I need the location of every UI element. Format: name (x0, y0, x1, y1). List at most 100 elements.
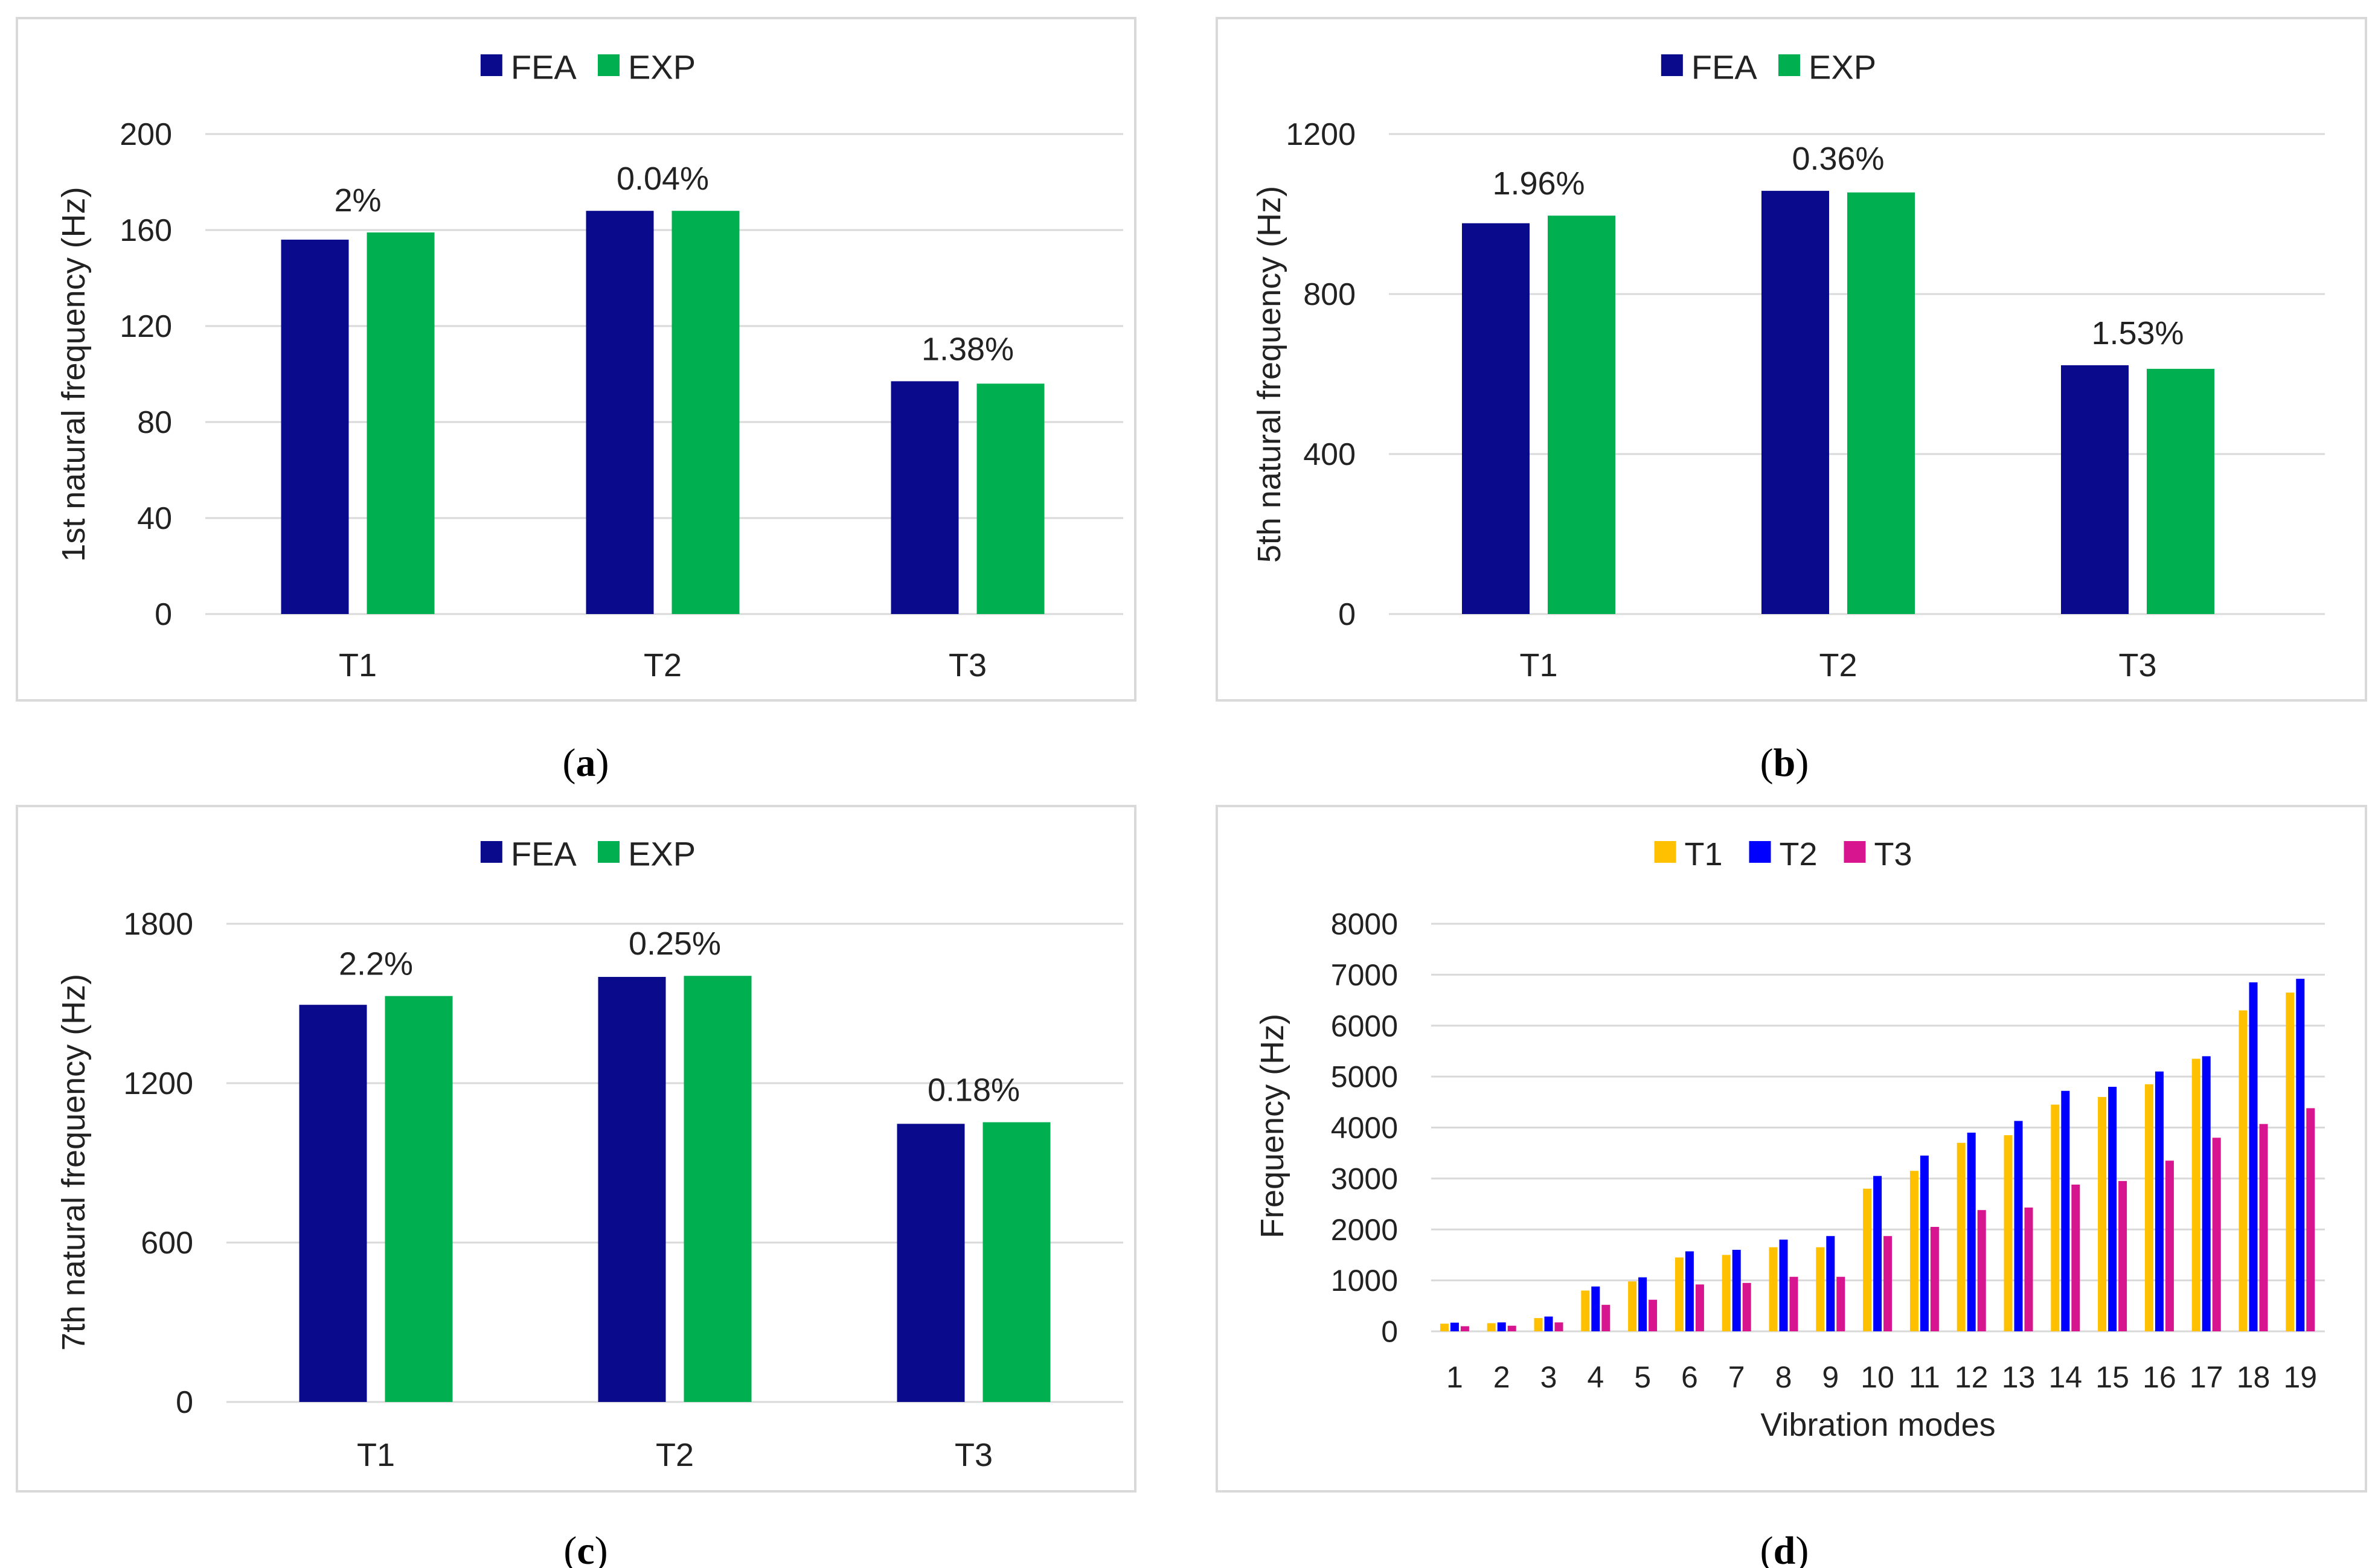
y-tick-label: 2000 (1331, 1213, 1398, 1247)
legend-swatch-fea (480, 54, 502, 76)
bar-t3-3 (1554, 1322, 1563, 1331)
legend-label-exp: EXP (1809, 48, 1876, 86)
bar-t3-8 (1789, 1276, 1798, 1331)
bar-t3-13 (2024, 1207, 2033, 1331)
percent-diff-label: 0.04% (617, 161, 709, 197)
bar-t1-2 (1487, 1323, 1496, 1331)
bar-t2-4 (1591, 1286, 1600, 1331)
bar-t2-7 (1732, 1250, 1741, 1331)
bar-t1-15 (2098, 1096, 2107, 1331)
legend-swatch-exp (1778, 54, 1800, 76)
bar-t2-13 (2014, 1121, 2023, 1331)
x-tick-label: 4 (1587, 1360, 1604, 1394)
y-tick-label: 0 (176, 1385, 193, 1420)
bar-exp-t2 (684, 976, 752, 1402)
y-axis-label: 1st natural frequency (Hz) (56, 187, 92, 562)
y-tick-label: 1200 (123, 1066, 193, 1101)
percent-diff-label: 1.96% (1492, 165, 1585, 202)
y-tick-label: 3000 (1331, 1162, 1398, 1195)
bar-t2-11 (1920, 1155, 1929, 1331)
panel-caption: (d) (1760, 1529, 1809, 1568)
bar-t2-5 (1638, 1277, 1647, 1331)
y-tick-label: 160 (120, 213, 172, 248)
legend-swatch-fea (480, 841, 502, 863)
y-tick-label: 0 (155, 597, 172, 632)
bar-fea-t3 (891, 381, 959, 614)
panel-caption: (b) (1760, 741, 1809, 785)
percent-diff-label: 1.53% (2091, 315, 2184, 351)
bar-fea-t3 (897, 1124, 965, 1402)
bar-t1-13 (2004, 1135, 2013, 1331)
bar-t3-1 (1460, 1326, 1469, 1331)
y-tick-label: 6000 (1331, 1009, 1398, 1043)
bar-t3-16 (2165, 1160, 2174, 1331)
chart-panel-b: 0 400 800 1200 T1 1.96% T2 0.36% T3 1.53% 5th natu… (1216, 17, 2367, 785)
x-tick-label: 10 (1861, 1360, 1894, 1394)
bar-t3-5 (1649, 1299, 1658, 1331)
bar-t1-11 (1909, 1171, 1918, 1331)
x-tick-label: 9 (1822, 1360, 1839, 1394)
bar-t3-14 (2071, 1185, 2080, 1331)
x-tick-label: T2 (1819, 647, 1857, 683)
bar-fea-t2 (1761, 191, 1829, 614)
bar-t1-10 (1863, 1188, 1872, 1331)
bar-t3-12 (1977, 1210, 1986, 1331)
bar-t1-8 (1769, 1247, 1778, 1331)
y-tick-label: 4000 (1331, 1111, 1398, 1145)
legend-label-t2: T2 (1780, 836, 1818, 872)
bar-t1-18 (2239, 1010, 2248, 1331)
bar-t1-14 (2051, 1104, 2060, 1331)
percent-diff-label: 0.25% (629, 926, 721, 962)
bar-t3-11 (1930, 1227, 1939, 1331)
legend-swatch-fea (1661, 54, 1683, 76)
bar-t2-12 (1967, 1132, 1976, 1331)
x-tick-label: 16 (2143, 1360, 2176, 1394)
x-tick-label: T3 (2118, 647, 2156, 683)
y-axis-label: 7th natural frequency (Hz) (56, 974, 92, 1351)
x-tick-label: T1 (357, 1437, 395, 1473)
bar-fea-t1 (1462, 223, 1530, 614)
x-tick-label: T3 (955, 1437, 993, 1473)
bar-t3-9 (1836, 1276, 1845, 1331)
legend: FEA EXP (480, 48, 696, 86)
bar-t2-19 (2296, 979, 2305, 1331)
bar-t2-2 (1497, 1322, 1506, 1331)
y-tick-label: 5000 (1331, 1060, 1398, 1094)
bar-exp-t3 (976, 383, 1045, 614)
y-tick-label: 8000 (1331, 907, 1398, 941)
bar-t3-7 (1742, 1282, 1751, 1331)
y-axis-label: Frequency (Hz) (1254, 1014, 1290, 1238)
bar-t2-3 (1544, 1316, 1553, 1331)
percent-diff-label: 0.36% (1792, 141, 1884, 177)
bar-exp-t1 (385, 996, 453, 1402)
legend-label-fea: FEA (1691, 48, 1758, 86)
legend-label-t1: T1 (1685, 836, 1723, 872)
bar-t3-2 (1507, 1325, 1516, 1331)
bar-t1-4 (1581, 1290, 1590, 1331)
bar-t1-16 (2144, 1084, 2153, 1331)
bar-t3-18 (2259, 1124, 2268, 1331)
bar-t2-1 (1450, 1322, 1459, 1331)
bar-t3-6 (1695, 1284, 1704, 1331)
panel-caption: (a) (563, 741, 609, 785)
y-tick-label: 7000 (1331, 958, 1398, 992)
y-tick-label: 1800 (123, 907, 193, 942)
panel-caption: (c) (563, 1529, 607, 1568)
x-tick-label: 12 (1955, 1360, 1989, 1394)
bar-t1-19 (2286, 992, 2295, 1331)
legend: T1 T2 T3 (1654, 836, 1912, 872)
y-tick-label: 400 (1303, 437, 1356, 472)
legend-label-fea: FEA (511, 48, 577, 86)
chart-frame (1216, 805, 2367, 1493)
y-tick-label: 40 (137, 501, 172, 536)
legend-label-t3: T3 (1874, 836, 1912, 872)
percent-diff-label: 2.2% (339, 946, 413, 982)
bar-t2-15 (2108, 1087, 2117, 1331)
y-tick-label: 800 (1303, 277, 1356, 312)
bar-t2-10 (1873, 1176, 1882, 1331)
x-tick-label: 19 (2283, 1360, 2317, 1394)
y-tick-label: 80 (137, 405, 172, 440)
legend-swatch-t2 (1749, 841, 1771, 863)
legend-swatch-exp (598, 54, 620, 76)
